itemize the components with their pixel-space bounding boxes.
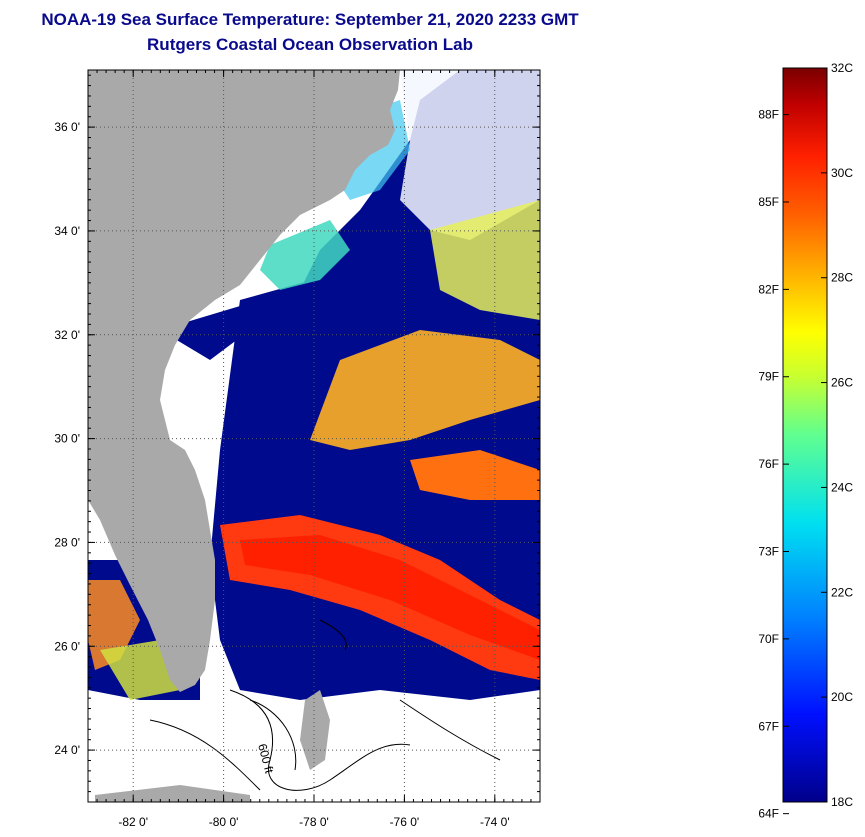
lat-label: 34 0' xyxy=(54,224,80,238)
bathymetry-contours xyxy=(149,619,501,791)
map-panel: 600 ft xyxy=(88,70,540,802)
graticule xyxy=(88,70,540,802)
longitude-labels: -82 0' -80 0' -78 0' -76 0' -74 0' xyxy=(118,815,509,829)
lat-label: 28 0' xyxy=(54,535,80,549)
colorbar-fahrenheit-label: 85F xyxy=(758,195,779,209)
lon-label: -82 0' xyxy=(118,815,148,829)
bahamas-island xyxy=(300,690,330,770)
colorbar-fahrenheit-label: 67F xyxy=(758,719,779,733)
lon-label: -78 0' xyxy=(299,815,329,829)
lat-label: 24 0' xyxy=(54,743,80,757)
colorbar-celsius-label: 24C xyxy=(831,480,853,494)
latitude-labels: 36 0' 34 0' 32 0' 30 0' 28 0' 26 0' 24 0' xyxy=(54,120,80,757)
colorbar-celsius-label: 30C xyxy=(831,166,853,180)
lat-label: 36 0' xyxy=(54,120,80,134)
map-subtitle: Rutgers Coastal Ocean Observation Lab xyxy=(147,35,473,54)
colorbar-celsius-label: 18C xyxy=(831,795,853,809)
axis-ticks xyxy=(87,70,540,803)
colorbar-celsius-label: 20C xyxy=(831,690,853,704)
sst-field xyxy=(88,70,540,700)
land-mass xyxy=(88,70,400,692)
colorbar-fahrenheit-label: 88F xyxy=(758,108,779,122)
lon-label: -74 0' xyxy=(480,815,510,829)
colorbar-celsius-label: 22C xyxy=(831,585,853,599)
cuba-coast xyxy=(95,785,250,802)
lon-label: -76 0' xyxy=(390,815,420,829)
lat-label: 26 0' xyxy=(54,639,80,653)
colorbar-fahrenheit-label: 76F xyxy=(758,457,779,471)
colorbar-fahrenheit-label: 82F xyxy=(758,282,779,296)
colorbar: 88F 85F 82F 79F 76F 73F 70F 67F 64F 32C 30C 28C 26C… xyxy=(758,61,853,821)
colorbar-celsius-label: 28C xyxy=(831,271,853,285)
colorbar-celsius-label: 32C xyxy=(831,61,853,75)
colorbar-fahrenheit-label: 64F xyxy=(758,807,779,821)
colorbar-celsius-label: 26C xyxy=(831,376,853,390)
lat-label: 32 0' xyxy=(54,328,80,342)
map-title: NOAA-19 Sea Surface Temperature: Septemb… xyxy=(41,10,579,29)
lat-label: 30 0' xyxy=(54,432,80,446)
colorbar-gradient xyxy=(782,67,828,803)
lon-label: -80 0' xyxy=(209,815,239,829)
colorbar-fahrenheit-label: 73F xyxy=(758,545,779,559)
colorbar-fahrenheit-label: 79F xyxy=(758,370,779,384)
colorbar-fahrenheit-label: 70F xyxy=(758,632,779,646)
